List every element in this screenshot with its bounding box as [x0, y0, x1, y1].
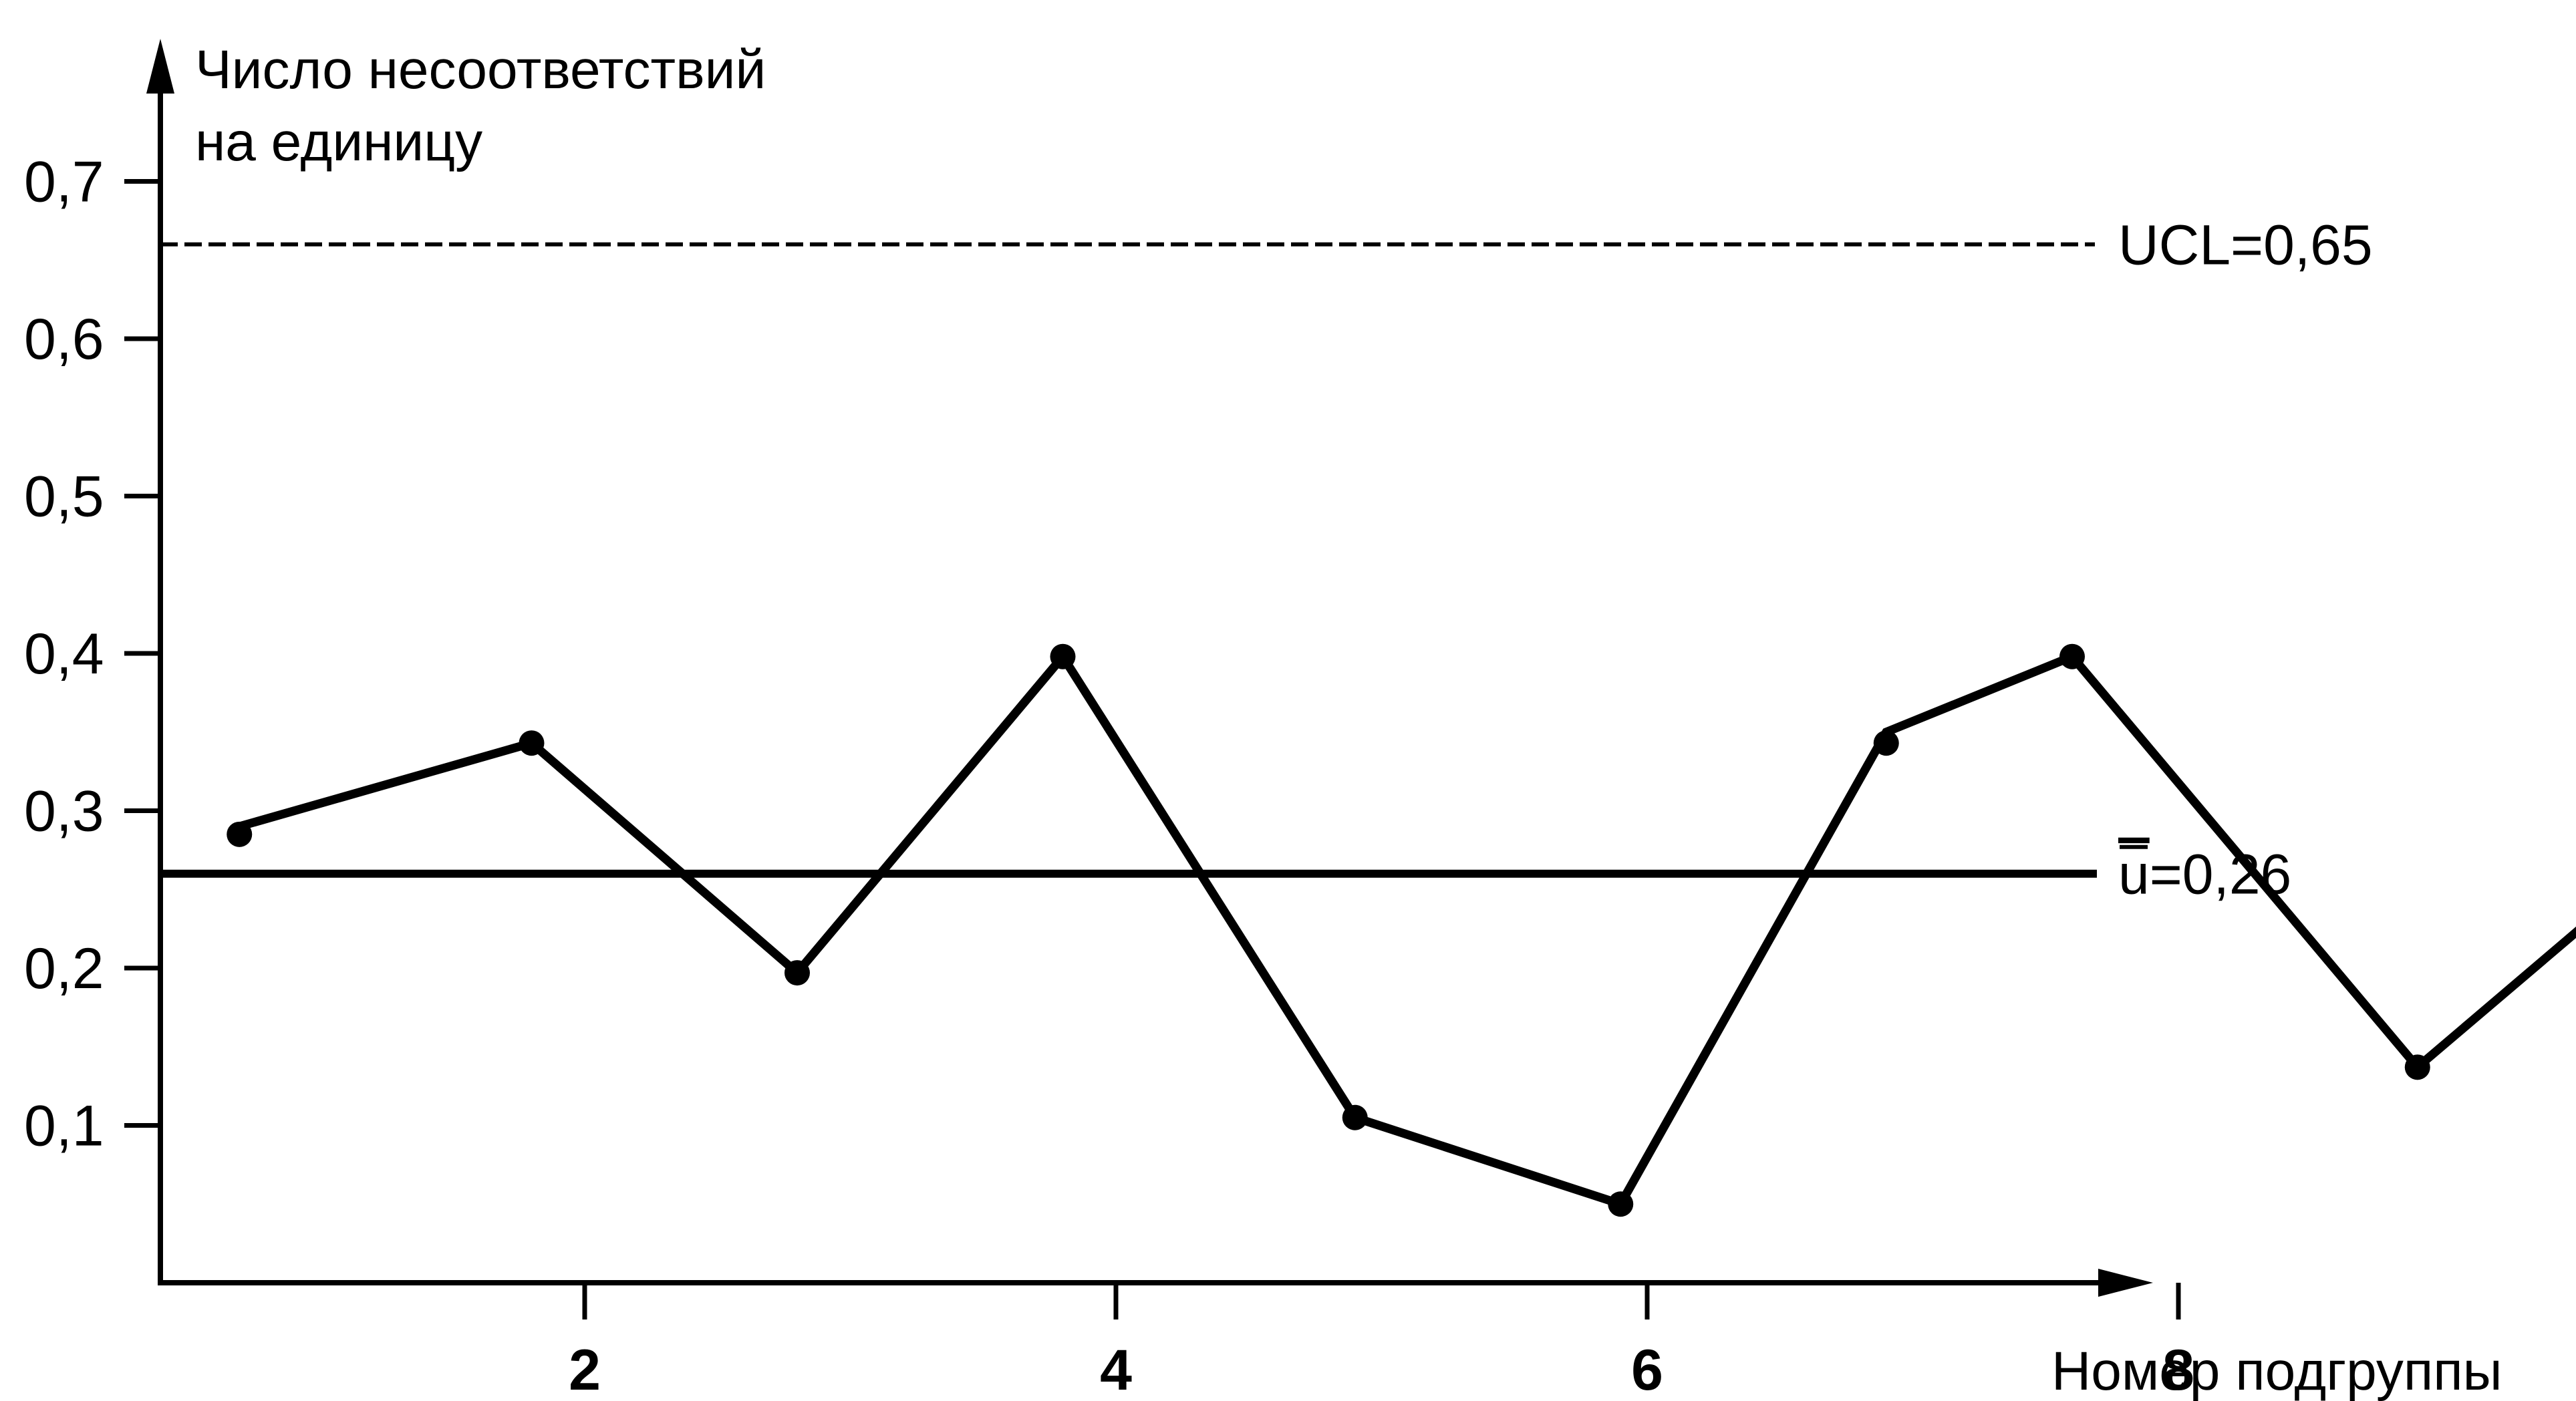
data-point — [1050, 643, 1076, 669]
x-tick-label: 2 — [569, 1338, 601, 1401]
y-tick-label: 0,4 — [24, 622, 104, 686]
y-tick-label: 0,3 — [24, 780, 104, 844]
x-tick-label: 6 — [1631, 1338, 1663, 1401]
y-tick-label: 0,2 — [24, 937, 104, 1001]
y-axis-title-line-1: Число несоответствий — [195, 39, 766, 100]
data-point — [227, 821, 253, 847]
data-point — [1873, 730, 1899, 756]
ucl-label: UCL=0,65 — [2118, 214, 2373, 277]
y-tick-label: 0,7 — [24, 150, 104, 214]
x-tick-label: 8 — [2162, 1338, 2194, 1401]
y-tick-label: 0,6 — [24, 307, 104, 371]
axis-titles: Число несоответствий на единицу Номер по… — [195, 39, 2502, 1401]
y-tick-label: 0,5 — [24, 465, 104, 529]
y-tick-label: 0,1 — [24, 1094, 104, 1158]
y-axis-arrow-icon — [146, 39, 174, 94]
y-ticks: 0,1 0,2 0,3 0,4 0,5 0,6 0,7 — [24, 150, 160, 1158]
data-point — [2059, 643, 2085, 669]
data-point — [1342, 1104, 1368, 1130]
x-tick-label: 4 — [1100, 1338, 1132, 1401]
reference-lines: UCL=0,65 u=0,26 — [160, 214, 2373, 906]
x-ticks: 2468101214 — [569, 1283, 2194, 1401]
axes — [146, 39, 2153, 1297]
data-point — [2404, 1054, 2430, 1080]
series — [227, 643, 2576, 1217]
x-axis-title: Номер подгруппы — [2051, 1341, 2502, 1401]
data-point — [519, 730, 545, 756]
data-point — [1608, 1191, 1634, 1217]
y-axis-title-line-2: на единицу — [195, 112, 482, 172]
data-point — [784, 960, 810, 986]
series-line — [235, 649, 2576, 1210]
center-line-label: u=0,26 — [2118, 843, 2291, 906]
x-axis-arrow-icon — [2098, 1269, 2153, 1297]
